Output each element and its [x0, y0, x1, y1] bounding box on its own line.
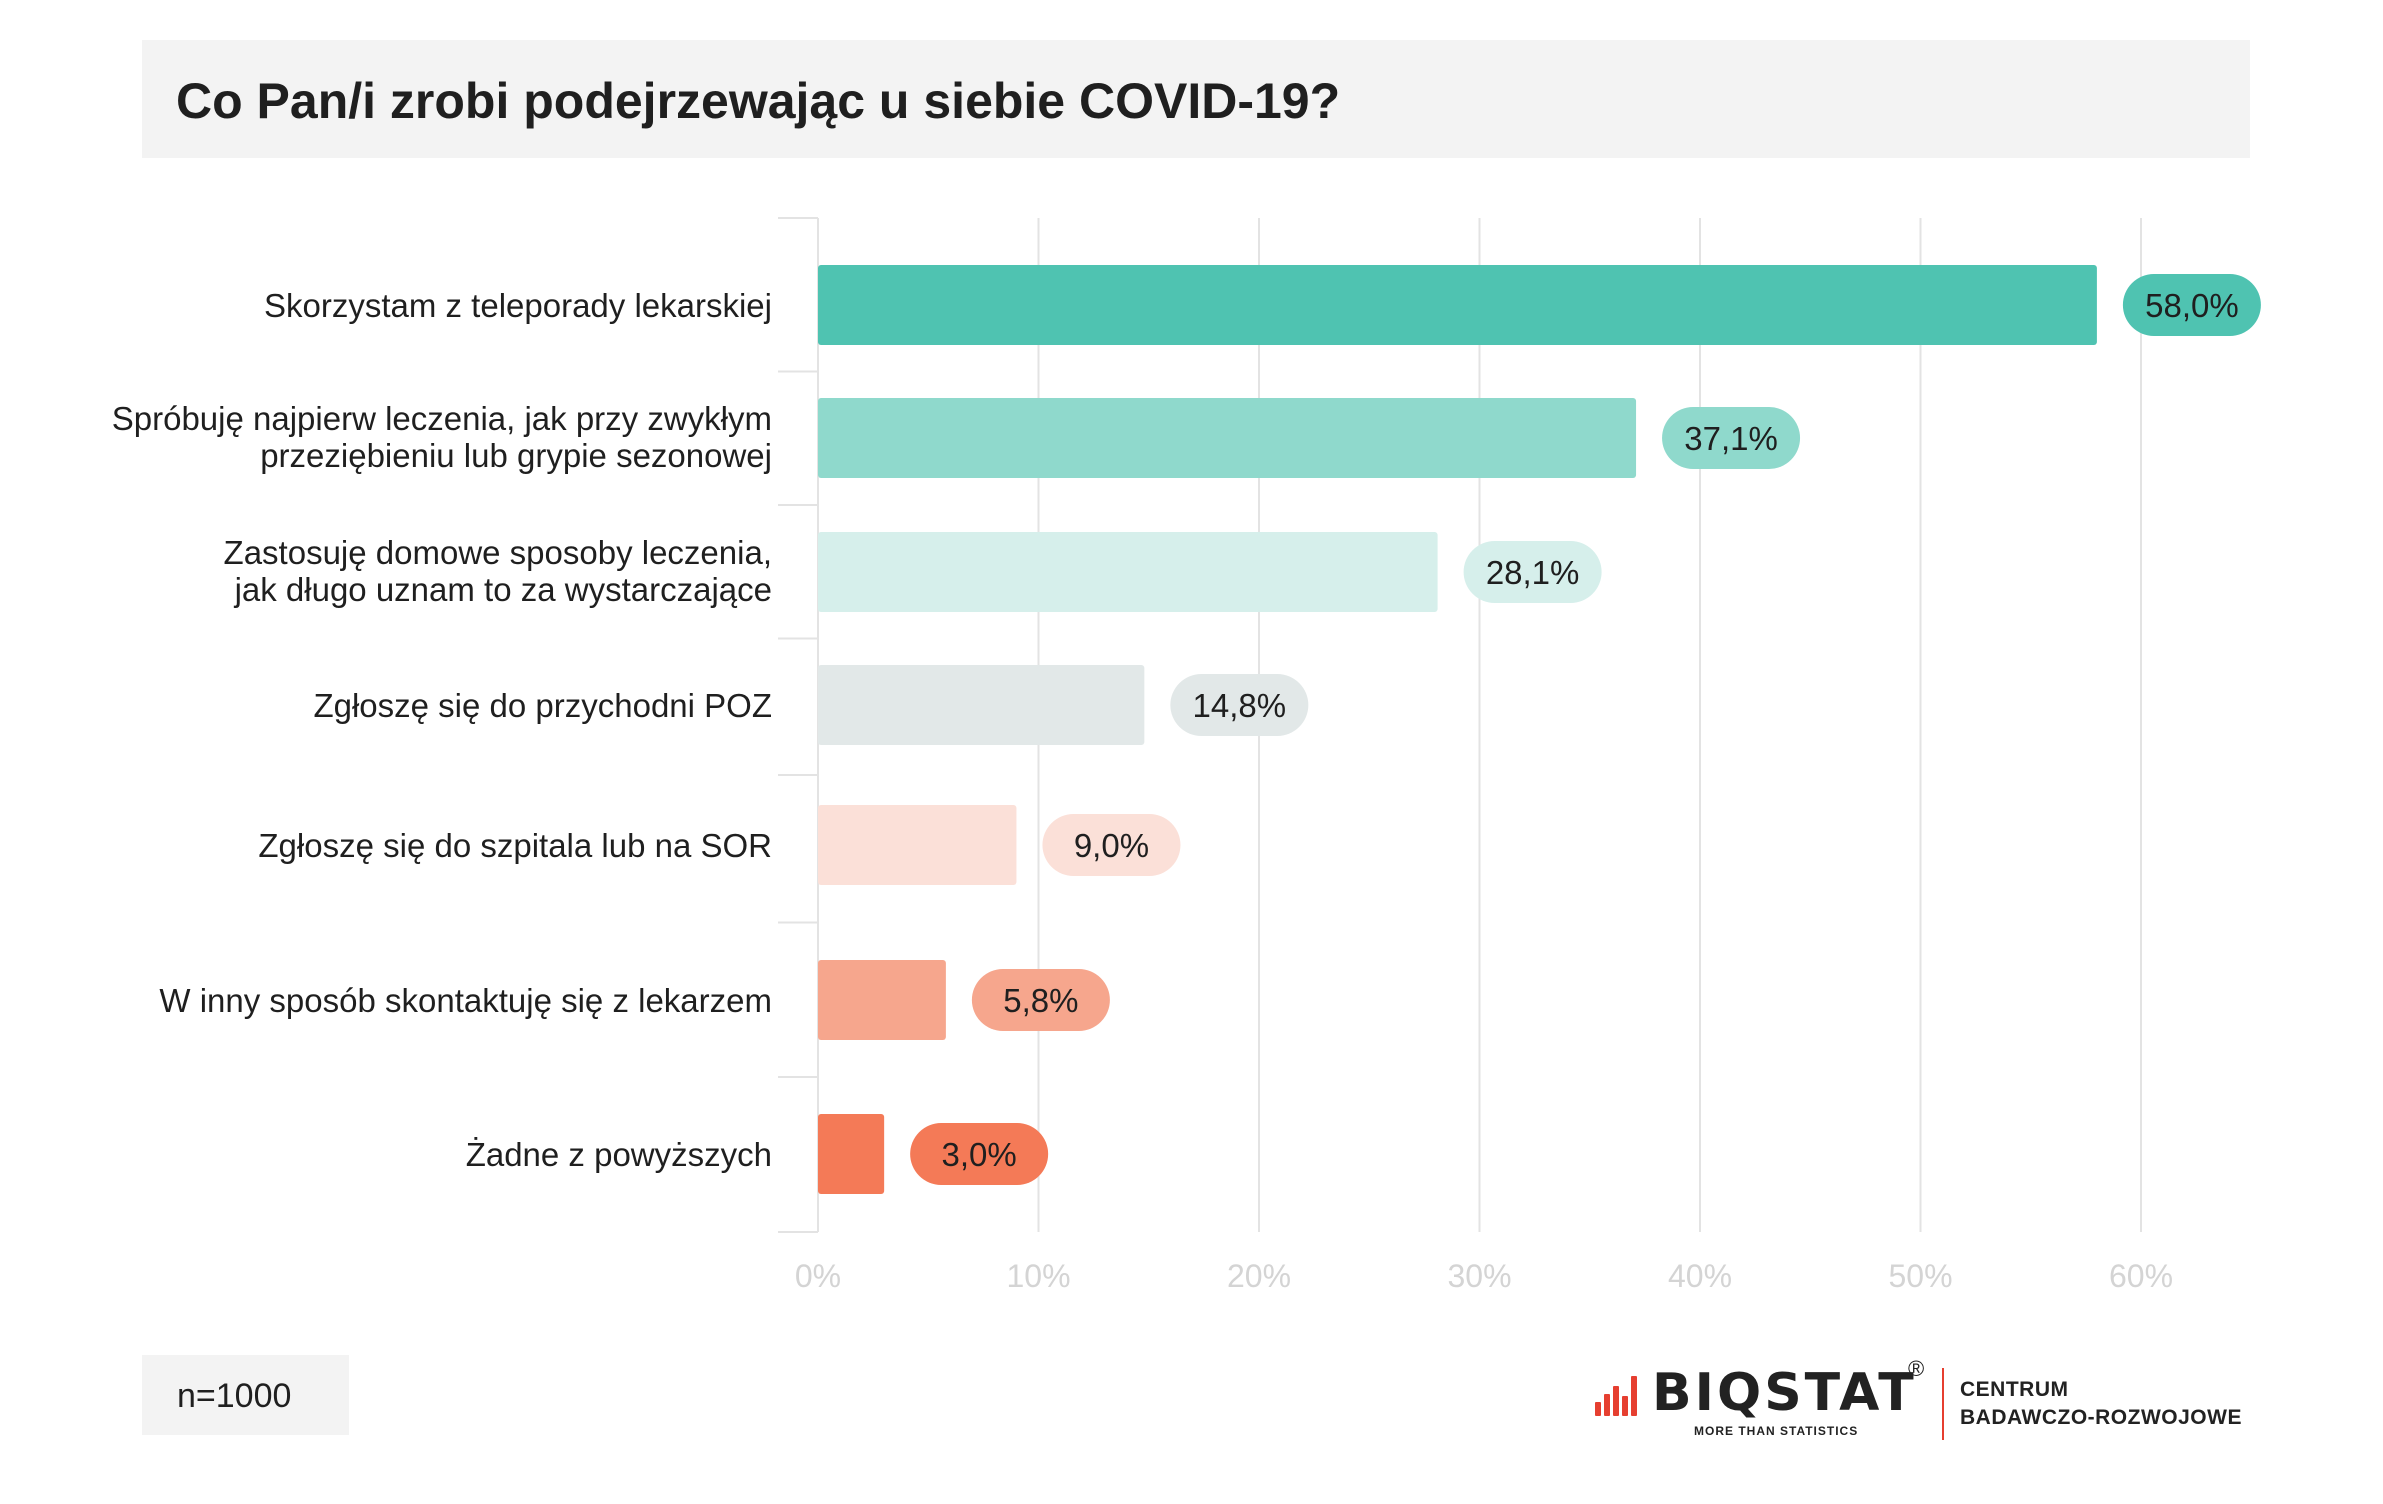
x-tick-label: 20% — [1227, 1258, 1291, 1294]
category-label: Żadne z powyższych — [466, 1136, 772, 1173]
bar — [818, 960, 946, 1040]
value-pill — [971, 969, 1110, 1031]
value-label: 58,0% — [2145, 287, 2239, 324]
sample-size-text: n=1000 — [177, 1377, 292, 1415]
bars — [818, 265, 2097, 1194]
center-name-line-2: BADAWCZO-ROZWOJOWE — [1960, 1406, 2242, 1429]
logo-divider — [1942, 1368, 1944, 1440]
chart-title: Co Pan/i zrobi podejrzewając u siebie CO… — [176, 73, 1341, 129]
category-label: Skorzystam z teleporady lekarskiej — [264, 287, 772, 324]
category-label: Zastosuję domowe sposoby leczenia, — [224, 534, 772, 571]
value-label: 3,0% — [942, 1136, 1017, 1173]
category-label: jak długo uznam to za wystarczające — [234, 571, 772, 608]
value-pill — [1463, 541, 1602, 603]
category-label: Spróbuję najpierw leczenia, jak przy zwy… — [112, 400, 772, 437]
logo-bars-icon — [1595, 1372, 1643, 1416]
value-pill — [2122, 274, 2261, 336]
sample-size-box: n=1000 — [142, 1355, 349, 1435]
x-tick-label: 0% — [795, 1258, 841, 1294]
value-label: 37,1% — [1684, 420, 1778, 457]
value-pill — [910, 1123, 1049, 1185]
value-label: 28,1% — [1486, 554, 1580, 591]
x-tick-label: 10% — [1006, 1258, 1070, 1294]
bar — [818, 532, 1438, 612]
x-tick-label: 40% — [1668, 1258, 1732, 1294]
category-label: Zgłoszę się do szpitala lub na SOR — [258, 827, 772, 864]
value-pill — [1662, 407, 1801, 469]
value-labels: 58,0% 37,1% 28,1% 14,8% 9,0% 5,8% 3,0% — [910, 274, 2261, 1185]
x-tick-label: 30% — [1447, 1258, 1511, 1294]
category-label: W inny sposób skontaktuję się z lekarzem — [159, 982, 772, 1019]
category-label: Zgłoszę się do przychodni POZ — [313, 687, 772, 724]
brand-name: BIQSTAT — [1652, 1363, 1917, 1423]
brand-tagline: MORE THAN STATISTICS — [1694, 1424, 1859, 1438]
x-tick-label: 50% — [1888, 1258, 1952, 1294]
x-tick-label: 60% — [2109, 1258, 2173, 1294]
bar — [818, 805, 1017, 885]
biostat-logo: BIQSTAT ® MORE THAN STATISTICS CENTRUM B… — [1590, 1356, 2270, 1442]
bar — [818, 665, 1145, 745]
value-pill — [1042, 814, 1181, 876]
value-pill — [1170, 674, 1309, 736]
category-axis — [778, 217, 819, 1233]
bar — [818, 265, 2097, 345]
value-label: 9,0% — [1074, 827, 1149, 864]
bar — [818, 398, 1637, 478]
title-bar: Co Pan/i zrobi podejrzewając u siebie CO… — [142, 40, 2250, 158]
category-labels: Skorzystam z teleporady lekarskiej Spróbu… — [112, 287, 772, 1173]
category-label: przeziębieniu lub grypie sezonowej — [260, 437, 772, 474]
value-label: 5,8% — [1003, 982, 1078, 1019]
bar-chart: Skorzystam z teleporady lekarskiej Spróbu… — [112, 217, 2261, 1294]
registered-mark: ® — [1908, 1356, 1925, 1381]
center-name-line-1: CENTRUM — [1960, 1378, 2069, 1401]
value-label: 14,8% — [1193, 687, 1287, 724]
x-tick-labels: 0% 10% 20% 30% 40% 50% 60% — [795, 1258, 2173, 1294]
bar — [818, 1114, 885, 1194]
